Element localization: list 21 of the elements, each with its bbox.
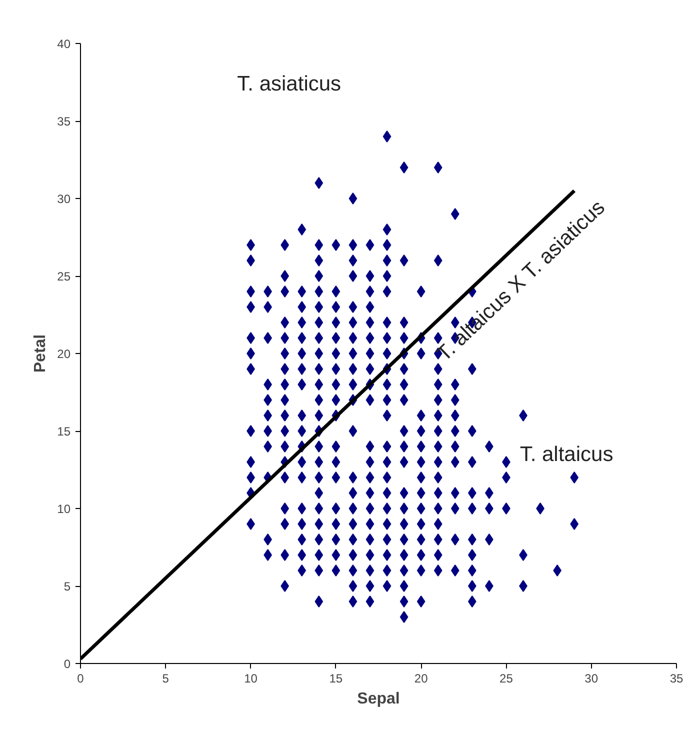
x-tick-label: 0 [77,672,84,686]
y-tick-label: 0 [64,657,71,671]
y-tick-label: 15 [57,424,71,438]
x-axis-title: Sepal [357,690,400,708]
y-axis-title: Petal [32,334,50,373]
y-tick-label: 20 [57,347,71,361]
x-tick-label: 20 [414,672,428,686]
x-tick-label: 30 [584,672,598,686]
annotation: T. altaicus [520,442,614,466]
x-tick-label: 25 [500,672,514,686]
x-tick-label: 5 [162,672,170,686]
y-tick-label: 30 [57,192,71,206]
x-tick-label: 10 [244,672,258,686]
y-tick-label: 35 [57,114,71,128]
x-tick-label: 35 [670,672,684,686]
x-tick-label: 15 [329,672,343,686]
annotation: T. asiaticus [237,72,342,96]
y-tick-label: 10 [57,502,71,516]
y-tick-label: 40 [57,37,71,51]
y-tick-label: 5 [64,580,71,594]
y-tick-label: 25 [57,270,71,284]
